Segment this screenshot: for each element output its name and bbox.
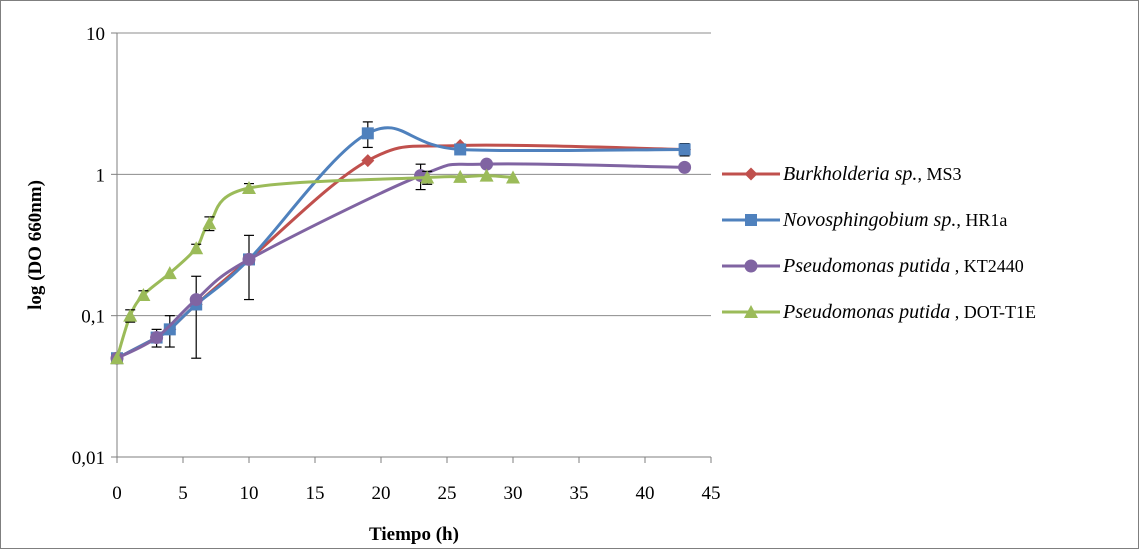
legend-marker [744,259,758,273]
data-point [480,157,494,171]
x-tick-label: 0 [112,483,122,504]
data-point [454,143,467,156]
legend-marker [744,167,758,181]
x-tick-label: 10 [240,483,259,504]
legend-species: Novosphingobium sp. [782,209,956,231]
legend-entry-4: Pseudomonas putida , DOT-T1E [722,301,1036,323]
legend: Burkholderia sp., MS3 Novosphingobium sp.… [722,163,1036,323]
x-tick-label: 45 [702,483,721,504]
data-point [123,308,138,322]
legend-entry-3: Pseudomonas putida , KT2440 [722,255,1024,277]
x-tick-labels: 0 5 10 15 20 25 30 35 40 45 [112,483,720,504]
x-tick-label: 20 [372,483,391,504]
y-tick-label: 0,01 [72,448,105,469]
data-point [678,143,691,156]
legend-species: Pseudomonas putida [782,255,950,277]
series-line [116,126,685,360]
legend-species: Burkholderia sp. [783,163,917,185]
x-tick-label: 25 [438,483,457,504]
y-tick-label: 1 [96,165,106,186]
data-point [242,252,256,266]
y-tick-labels: 0,01 0,1 1 10 [72,24,105,469]
x-tick-label: 15 [306,483,325,504]
series [110,121,692,365]
data-point [453,169,468,183]
data-point [361,127,374,140]
axes [116,33,711,458]
legend-entry-1: Burkholderia sp., MS3 [722,163,961,185]
series-4 [110,168,520,365]
series-line [116,162,685,360]
x-tick-label: 5 [178,483,188,504]
series-3 [110,157,692,365]
data-point [506,170,520,184]
legend-label: Burkholderia sp., MS3 [783,163,961,185]
legend-species: Pseudomonas putida [782,301,950,323]
data-point [189,241,204,255]
legend-label: Pseudomonas putida , KT2440 [782,255,1024,277]
gridlines [111,32,712,463]
legend-label: Novosphingobium sp., HR1a [782,209,1007,231]
data-point [420,170,435,184]
data-point [361,154,375,168]
legend-marker [744,305,758,318]
x-tick-label: 30 [504,483,523,504]
data-point [242,181,256,195]
data-point [162,266,177,280]
data-point [150,331,164,345]
y-tick-label: 0,1 [81,307,105,328]
data-point [202,216,217,230]
legend-label: Pseudomonas putida , DOT-T1E [782,301,1036,323]
legend-entry-2: Novosphingobium sp., HR1a [722,209,1007,231]
x-tick-label: 35 [570,483,589,504]
y-axis-title: log (DO 660nm) [25,180,46,310]
x-tick-label: 40 [636,483,655,504]
legend-strain: , KT2440 [950,256,1024,276]
legend-marker [745,214,757,226]
data-point [678,160,692,174]
x-axis-title: Tiempo (h) [369,524,459,545]
data-point [136,288,151,302]
legend-strain: , MS3 [917,164,961,184]
series-line [115,174,514,359]
data-point [479,168,494,182]
legend-strain: , HR1a [956,210,1007,230]
data-point [110,351,124,365]
data-point [189,293,203,307]
legend-strain: , DOT-T1E [950,302,1036,322]
y-tick-label: 10 [86,24,105,45]
data-point [163,323,176,336]
